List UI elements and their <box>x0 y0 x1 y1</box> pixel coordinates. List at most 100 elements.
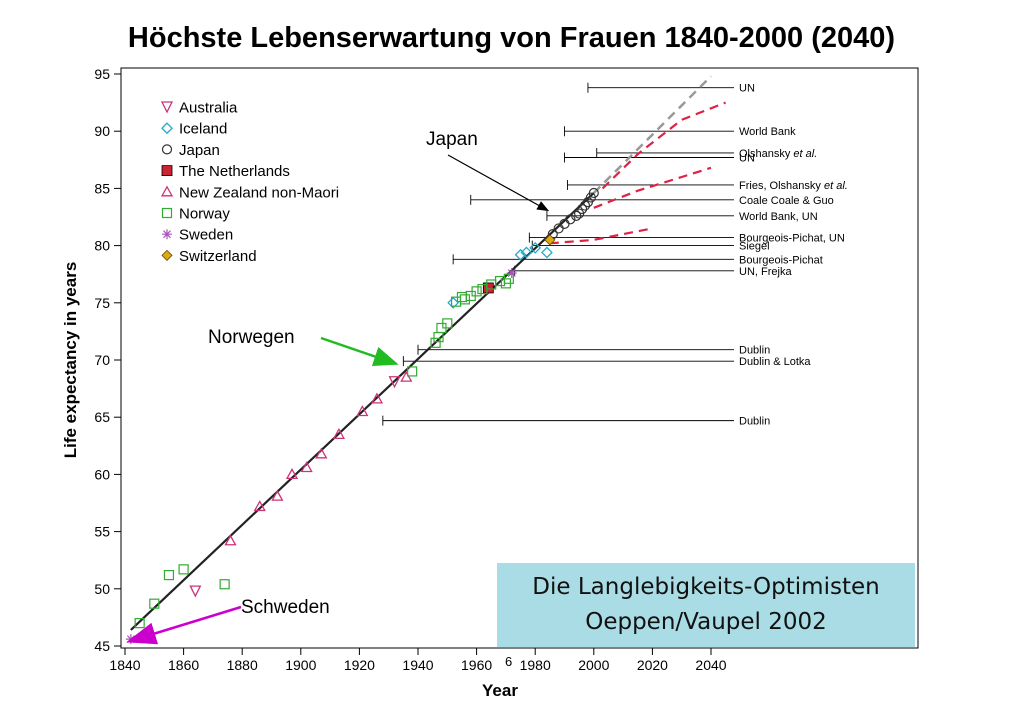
point-the-netherlands <box>482 282 494 294</box>
legend-marker-sweden <box>162 229 172 240</box>
point-norway <box>442 318 453 329</box>
page-title: Höchste Lebenserwartung von Frauen 1840-… <box>127 22 896 54</box>
legend-marker-japan <box>161 144 173 155</box>
legend-marker-norway <box>161 207 173 219</box>
point-norway <box>503 273 514 284</box>
y-tick-label: 85 <box>94 180 110 196</box>
point-new-zealand-non-maori <box>400 370 413 382</box>
y-tick-label: 90 <box>94 123 110 139</box>
y-tick-label: 95 <box>94 66 110 82</box>
trend-extension <box>592 75 712 194</box>
legend-label-australia: Australia <box>179 100 238 117</box>
trend-line <box>130 192 595 631</box>
callout-norwegen-arrow <box>320 336 399 366</box>
point-norway <box>163 569 175 581</box>
slide-number: 6 <box>505 654 513 669</box>
point-norway <box>430 337 441 348</box>
point-new-zealand-non-maori <box>271 489 284 501</box>
point-new-zealand-non-maori <box>253 500 266 512</box>
x-tick-label: 1940 <box>402 657 433 673</box>
projection-label: Dublin <box>739 416 770 428</box>
legend-marker-iceland <box>161 122 173 135</box>
point-switzerland <box>544 234 556 246</box>
callout-japan-arrow <box>447 154 550 212</box>
legend-marker-australia <box>160 101 174 114</box>
callout-schweden: Schweden <box>241 597 330 618</box>
point-japan <box>565 214 576 225</box>
callout-japan: Japan <box>426 129 478 150</box>
point-new-zealand-non-maori <box>332 428 345 440</box>
y-tick-label: 45 <box>94 638 110 654</box>
legend-marker-switzerland <box>161 249 173 261</box>
point-australia <box>388 376 401 389</box>
point-norway <box>149 598 160 609</box>
x-tick-label: 1880 <box>227 657 258 673</box>
point-iceland <box>514 248 527 261</box>
projection-label: Bourgeois-Pichat <box>739 254 823 266</box>
x-tick-label: 1840 <box>109 657 140 673</box>
projection-label: UN <box>739 153 755 165</box>
point-norway <box>407 366 418 377</box>
x-axis-label: Year <box>482 681 518 700</box>
legend-label-switzerland: Switzerland <box>179 248 257 265</box>
callout-schweden-arrow <box>126 605 242 645</box>
legend-label-japan: Japan <box>179 142 220 159</box>
x-tick-label: 2000 <box>578 657 609 673</box>
projection-label: World Bank, UN <box>739 211 818 223</box>
projection-label: UN <box>739 83 755 95</box>
x-tick-label: 1920 <box>344 657 375 673</box>
x-tick-label: 2020 <box>637 657 668 673</box>
annotation-line-2: Oeppen/Vaupel 2002 <box>585 609 827 635</box>
point-australia <box>189 585 202 598</box>
point-norway <box>471 286 482 297</box>
y-axis-label: Life expectancy in years <box>61 262 80 459</box>
legend-marker-the-netherlands <box>161 165 173 177</box>
x-tick-label: 1960 <box>461 657 492 673</box>
projection-label: UN, Frejka <box>739 266 792 278</box>
point-iceland <box>520 246 533 259</box>
legend-label-new-zealand-non-maori: New Zealand non-Maori <box>179 184 339 201</box>
x-tick-label: 1900 <box>285 657 316 673</box>
point-new-zealand-non-maori <box>356 405 369 417</box>
projection-label: Fries, Olshansky et al. <box>739 180 848 192</box>
legend-label-iceland: Iceland <box>179 121 227 138</box>
point-new-zealand-non-maori <box>315 447 328 459</box>
projection-label: World Bank <box>739 126 796 138</box>
annotation-box: Die Langlebigkeits-Optimisten Oeppen/Vau… <box>497 563 915 647</box>
point-new-zealand-non-maori <box>224 534 237 546</box>
annotation-line-1: Die Langlebigkeits-Optimisten <box>532 574 880 600</box>
y-tick-label: 55 <box>94 524 110 540</box>
projection-label: Dublin & Lotka <box>739 356 811 368</box>
projection-label: Olshansky et al. <box>739 148 817 160</box>
y-tick-label: 75 <box>94 295 110 311</box>
y-tick-label: 80 <box>94 238 110 254</box>
projection-label: Siegel <box>739 241 770 253</box>
y-tick-label: 50 <box>94 581 110 597</box>
point-iceland <box>529 241 542 254</box>
point-new-zealand-non-maori <box>285 468 299 480</box>
point-japan <box>588 187 599 199</box>
point-japan <box>579 200 591 211</box>
projection-label: Coale Coale & Guo <box>739 195 834 207</box>
legend-label-norway: Norway <box>179 206 230 223</box>
point-japan <box>571 210 582 221</box>
point-new-zealand-non-maori <box>300 461 313 473</box>
x-tick-label: 1860 <box>168 657 199 673</box>
point-norway <box>459 294 470 305</box>
callout-norwegen: Norwegen <box>208 327 295 348</box>
legend-marker-new-zealand-non-maori <box>160 185 174 197</box>
projection-label: Dublin <box>739 345 770 357</box>
point-norway <box>178 564 189 575</box>
point-iceland <box>447 296 460 309</box>
y-tick-label: 70 <box>94 352 110 368</box>
projection-label: Bourgeois-Pichat, UN <box>739 233 845 245</box>
point-sweden <box>125 634 136 645</box>
legend-label-sweden: Sweden <box>179 227 233 244</box>
plot-frame <box>120 67 919 649</box>
point-iceland <box>541 246 553 259</box>
x-tick-label: 1980 <box>520 657 551 673</box>
y-tick-label: 60 <box>94 466 110 482</box>
y-tick-label: 65 <box>94 409 110 425</box>
projection-curve <box>593 166 712 209</box>
